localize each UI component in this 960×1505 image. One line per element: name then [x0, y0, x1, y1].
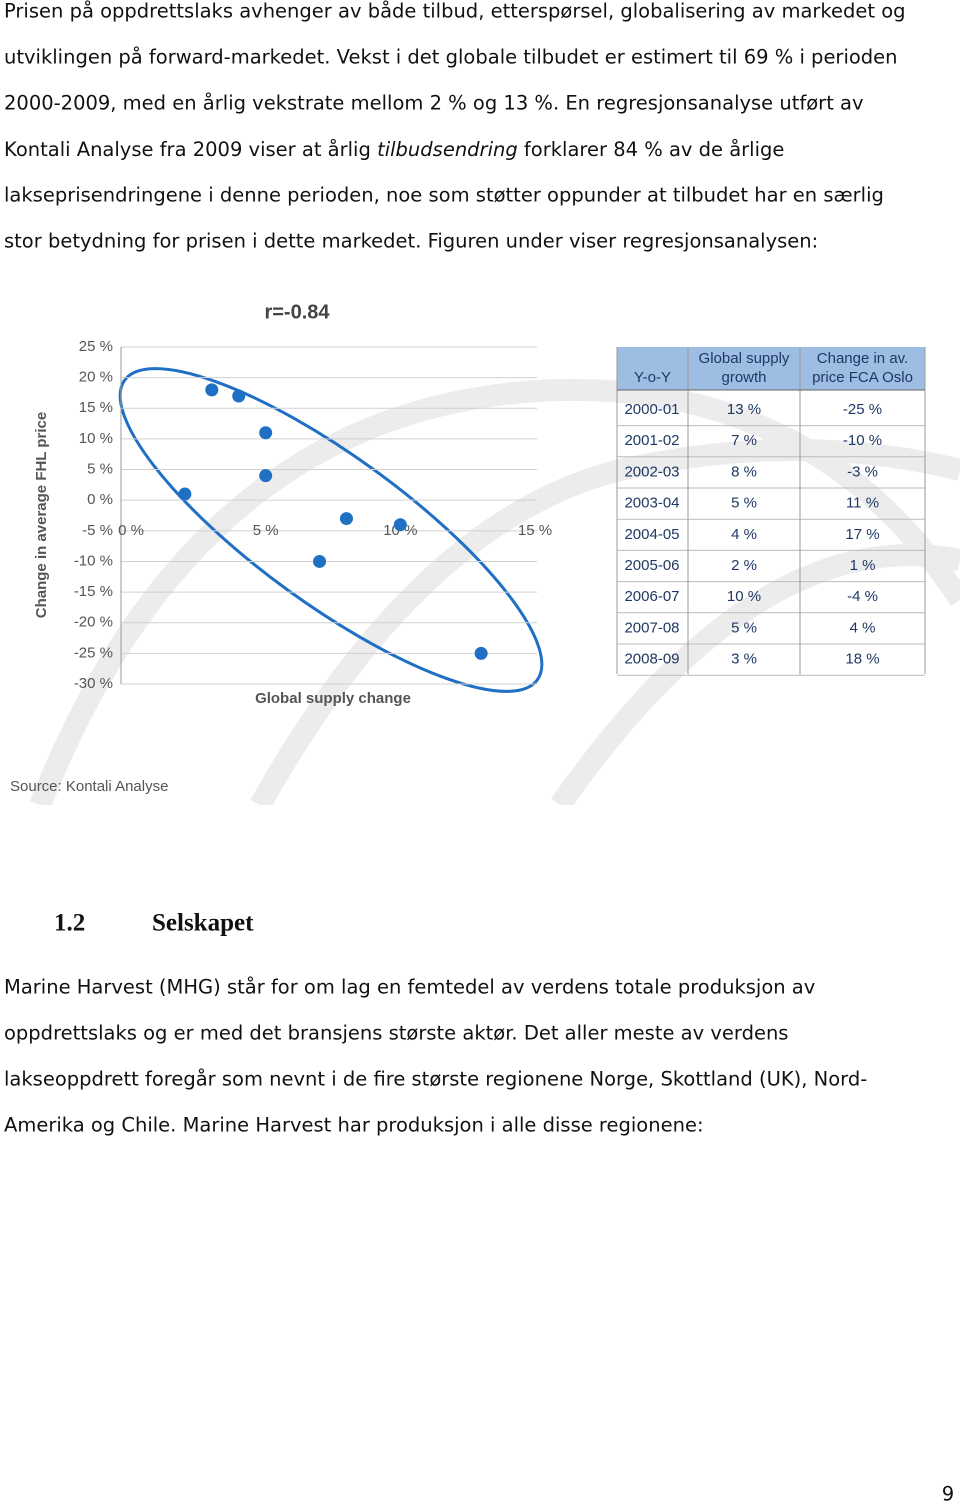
y-tick-label: 0 % — [87, 491, 113, 508]
text-line: Amerika og Chile. Marine Harvest har pro… — [4, 1114, 704, 1137]
table-cell: 2001-02 — [624, 432, 679, 449]
header-line: Global supply — [699, 350, 790, 367]
point — [393, 518, 407, 532]
header-line: Change in av. — [817, 350, 908, 367]
text-line: lakseprisendringene i denne perioden, no… — [4, 184, 884, 207]
table-cell: 1 % — [850, 557, 876, 574]
table-cell: 2 % — [731, 557, 757, 574]
text-run: Kontali Analyse fra 2009 viser at årlig — [4, 138, 377, 161]
table-cell: 11 % — [846, 495, 879, 512]
y-tick-label: -10 % — [74, 552, 113, 569]
table-cell: 10 % — [727, 588, 761, 605]
y-tick-label: -15 % — [74, 583, 113, 600]
y-tick-label: 15 % — [79, 399, 113, 416]
x-tick-label: 5 % — [253, 522, 279, 539]
y-tick-label: 25 % — [79, 338, 113, 355]
table-cell: 4 % — [850, 619, 876, 636]
table-header-bg — [617, 347, 925, 390]
point — [259, 469, 273, 483]
x-tick-label: 15 % — [518, 522, 552, 539]
table-cell: 5 % — [731, 619, 757, 636]
table-cell: 2007-08 — [624, 619, 679, 636]
point — [232, 389, 246, 403]
table-header: Change in av. price FCA Oslo — [812, 350, 913, 386]
point — [313, 554, 327, 568]
y-tick-label: 10 % — [79, 430, 113, 447]
table-cell: -25 % — [843, 401, 882, 418]
x-tick-label: 0 % — [118, 522, 144, 539]
x-axis-label: Global supply change — [255, 690, 411, 707]
chart-title: r=-0.84 — [264, 301, 330, 323]
heading-number: 1.2 — [54, 910, 85, 937]
y-tick-label: 20 % — [79, 369, 113, 386]
text-line: lakseoppdrett foregår som nevnt i de fir… — [4, 1068, 867, 1091]
table-cell: -10 % — [843, 432, 882, 449]
text-line: Kontali Analyse fra 2009 viser at årlig … — [4, 138, 784, 161]
page-number: 9 — [942, 1483, 954, 1505]
text-line: stor betydning for prisen i dette marked… — [4, 230, 818, 253]
y-tick-label: 5 % — [87, 461, 113, 478]
y-tick-label: -5 % — [82, 522, 113, 539]
text-run: forklarer 84 % av de årlige — [518, 138, 785, 161]
table-cell: -4 % — [847, 588, 878, 605]
table-header: Global supply growth — [699, 350, 790, 386]
point — [205, 383, 219, 397]
table-cell: -3 % — [847, 463, 878, 480]
source: Source: Kontali Analyse — [10, 778, 168, 795]
table-cell: 2003-04 — [624, 495, 679, 512]
text-line: Prisen på oppdrettslaks avhenger av både… — [4, 0, 906, 23]
y-tick-label: -25 % — [74, 644, 113, 661]
table-cell: 7 % — [731, 432, 757, 449]
table-cell: 2005-06 — [624, 557, 679, 574]
point — [178, 487, 192, 501]
table-cell: 2006-07 — [624, 588, 679, 605]
table-cell: 13 % — [727, 401, 761, 418]
text-line: Marine Harvest (MHG) står for om lag en … — [4, 976, 815, 999]
text-line: oppdrettslaks og er med det bransjens st… — [4, 1022, 788, 1045]
table-cell: 2002-03 — [624, 463, 679, 480]
table-cell: 8 % — [731, 463, 757, 480]
point — [259, 426, 273, 440]
table-cell: 2000-01 — [624, 401, 679, 418]
table-cell: 2008-09 — [624, 651, 679, 668]
text-line: utviklingen på forward-markedet. Vekst i… — [4, 46, 898, 69]
table-cell: 5 % — [731, 495, 757, 512]
y-tick-label: -20 % — [74, 614, 113, 631]
italic-run: tilbudsendring — [377, 138, 518, 161]
heading-title: Selskapet — [152, 910, 254, 937]
table-cell: 2004-05 — [624, 526, 679, 543]
header-line: price FCA Oslo — [812, 369, 913, 386]
header-line: growth — [721, 369, 766, 386]
point — [339, 512, 353, 526]
y-axis-label: Change in average FHL price — [33, 412, 50, 618]
watermark — [29, 378, 960, 805]
table-cell: 4 % — [731, 526, 757, 543]
text-line: 2000-2009, med en årlig vekstrate mellom… — [4, 92, 864, 115]
table-cell: 18 % — [845, 651, 879, 668]
table-cell: 3 % — [731, 651, 757, 668]
point — [474, 646, 488, 660]
highlight-ellipse — [118, 367, 544, 693]
table-header: Y-o-Y — [634, 369, 671, 386]
y-tick-label: -30 % — [74, 675, 113, 692]
table-cell: 17 % — [845, 526, 879, 543]
